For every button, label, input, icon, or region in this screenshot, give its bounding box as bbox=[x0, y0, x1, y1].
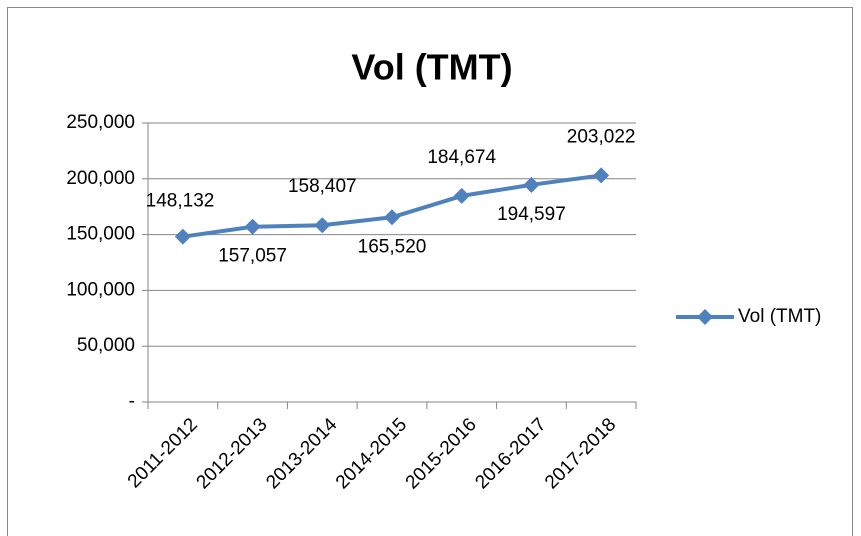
marker bbox=[453, 187, 470, 204]
data-label: 157,057 bbox=[218, 246, 287, 267]
data-label: 148,132 bbox=[146, 191, 215, 212]
marker bbox=[384, 209, 400, 226]
marker bbox=[314, 217, 331, 234]
y-tick-label: 250,000 bbox=[66, 112, 135, 133]
y-tick-label: 150,000 bbox=[66, 224, 135, 245]
data-label: 203,022 bbox=[567, 126, 636, 147]
marker bbox=[523, 176, 540, 193]
data-label: 158,407 bbox=[288, 176, 357, 197]
y-tick-label: 200,000 bbox=[66, 168, 135, 189]
y-tick-label: 50,000 bbox=[77, 335, 135, 356]
y-tick-label: - bbox=[129, 391, 135, 412]
data-label: 184,674 bbox=[427, 147, 496, 168]
legend-marker bbox=[697, 309, 713, 325]
legend-label: Vol (TMT) bbox=[738, 306, 821, 327]
marker bbox=[174, 228, 191, 245]
data-label: 194,597 bbox=[497, 204, 566, 225]
y-tick-label: 100,000 bbox=[66, 279, 135, 300]
marker bbox=[244, 218, 261, 235]
chart-title: Vol (TMT) bbox=[351, 47, 512, 88]
marker bbox=[593, 167, 610, 184]
data-label: 165,520 bbox=[358, 236, 427, 257]
